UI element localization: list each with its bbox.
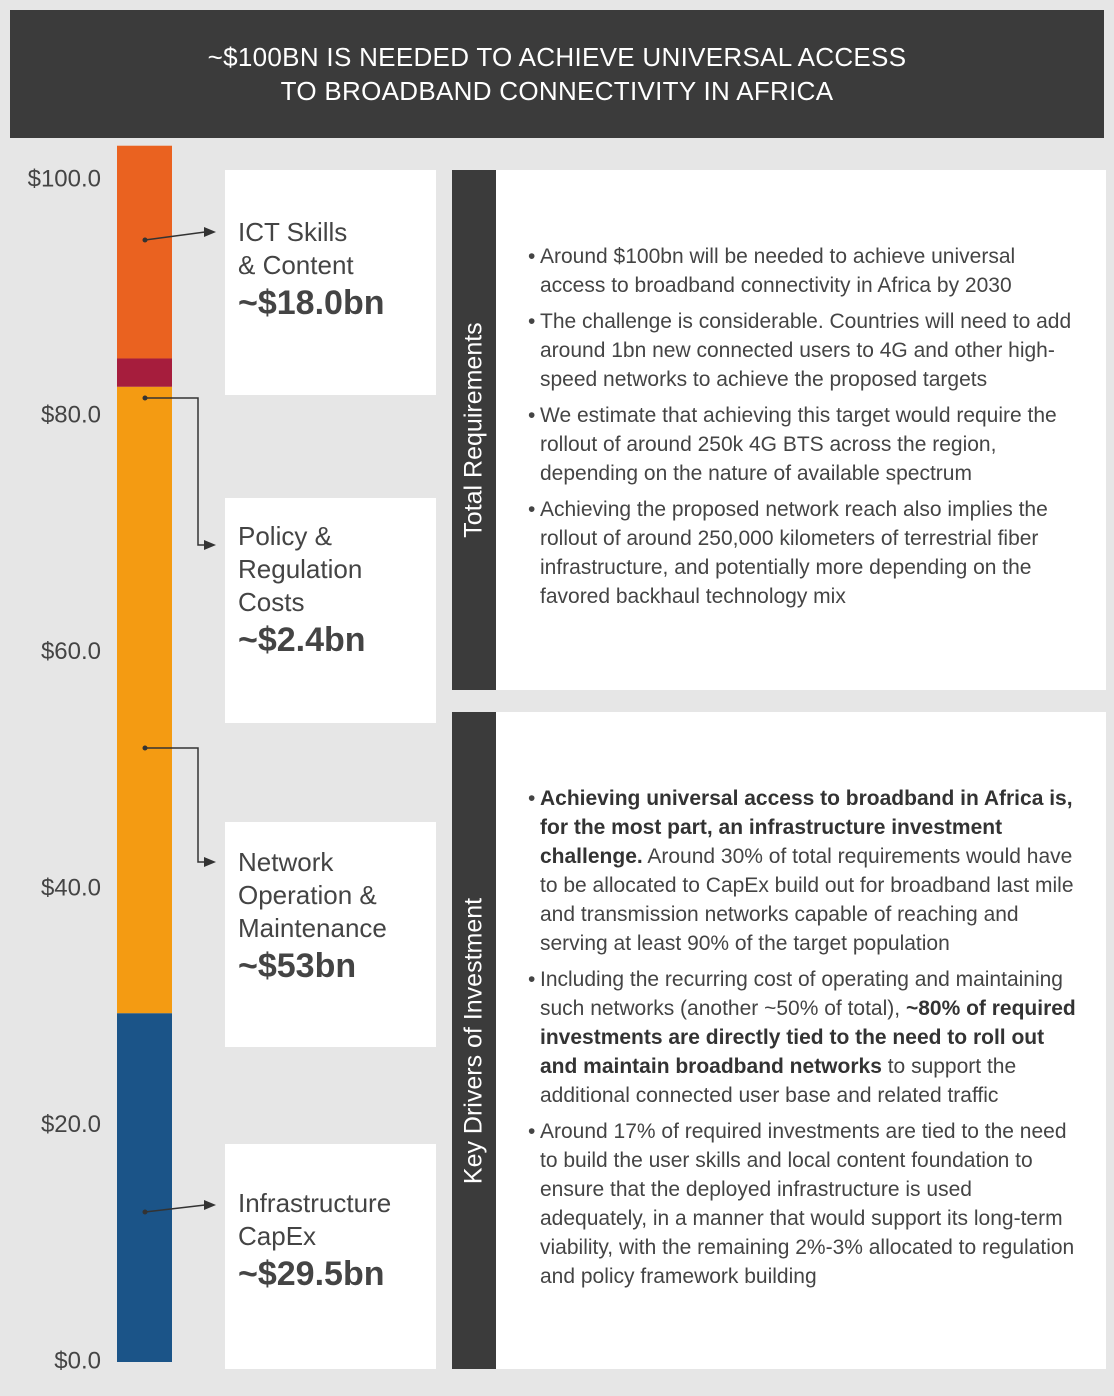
bullet: The challenge is considerable. Countries…	[528, 307, 1082, 394]
bullet-text: We estimate that achieving this target w…	[540, 404, 1057, 485]
legend-label: Infrastructure CapEx	[238, 1188, 392, 1251]
dot	[142, 1209, 148, 1215]
arrowhead	[204, 857, 216, 867]
bullet: Including the recurring cost of operatin…	[528, 965, 1082, 1110]
label-box: Infrastructure CapEx ~$29.5bn	[225, 1144, 436, 1369]
value-label: ~$18.0bn	[238, 284, 385, 322]
bullet: Achieving universal access to broadband …	[528, 784, 1082, 958]
label-box: Policy & Regulation Costs ~$2.4bn	[225, 498, 436, 723]
arrowheads	[142, 227, 216, 1215]
bullet: Around 17% of required investments are t…	[528, 1117, 1082, 1291]
bar-segment	[117, 386, 172, 1014]
bullet: We estimate that achieving this target w…	[528, 401, 1082, 488]
text-panel: Total Requirements Around $100bn will be …	[452, 170, 1106, 690]
value-label: ~$2.4bn	[238, 621, 366, 659]
panel-strip: Key Drivers of Investment	[452, 712, 496, 1369]
legend-label: Network Operation & Maintenance	[238, 847, 387, 943]
bullet-text: Around 17% of required investments are t…	[540, 1119, 1075, 1288]
bar-segment	[117, 145, 172, 359]
panel-strip: Total Requirements	[452, 170, 496, 690]
connectors	[144, 231, 206, 1213]
arrowhead	[204, 227, 216, 237]
bullet-text: Around $100bn will be needed to achieve …	[540, 245, 1016, 297]
connector	[144, 231, 206, 241]
bullet-text: Achieving universal access to broadband …	[540, 786, 1073, 868]
y-tick-label: $80.0	[41, 402, 101, 429]
y-tick-label: $0.0	[54, 1347, 101, 1374]
label-box: Network Operation & Maintenance ~$53bn	[225, 822, 436, 1047]
bullet-list: Around $100bn will be needed to achieve …	[528, 242, 1082, 618]
y-tick-label: $20.0	[41, 1111, 101, 1138]
text-panel: Key Drivers of Investment Achieving unive…	[452, 712, 1106, 1369]
connector	[144, 1204, 206, 1213]
arrowhead	[204, 1200, 216, 1210]
value-label: ~$53bn	[238, 947, 357, 985]
bullet: Around $100bn will be needed to achieve …	[528, 242, 1082, 300]
dot	[142, 745, 148, 751]
connector	[145, 397, 205, 546]
dot	[142, 395, 148, 401]
bullet-list: Achieving universal access to broadband …	[528, 784, 1082, 1298]
legend-label: Policy & Regulation Costs	[238, 521, 363, 617]
bullet-text: to support the additional connected user…	[540, 1054, 1017, 1107]
value-label: ~$29.5bn	[238, 1255, 385, 1293]
panel-body: Achieving universal access to broadband …	[496, 712, 1106, 1369]
dot	[142, 237, 148, 243]
bar-segment	[117, 1013, 172, 1362]
bullet-text: Including the recurring cost of operatin…	[540, 967, 1063, 1020]
y-tick-label: $60.0	[41, 638, 101, 665]
bullet: Achieving the proposed network reach als…	[528, 495, 1082, 611]
y-tick-label: $40.0	[41, 875, 101, 902]
bar-segment	[117, 358, 172, 387]
bullet-text: Achieving the proposed network reach als…	[540, 498, 1048, 608]
connector	[145, 747, 205, 863]
bullet-text: Around 30% of total requirements would h…	[540, 844, 1074, 955]
panel-title: Total Requirements	[459, 322, 488, 538]
panel-body: Around $100bn will be needed to achieve …	[496, 170, 1106, 690]
legend-label: ICT Skills & Content	[238, 217, 354, 280]
bullet-text: ~80% of required investments are directl…	[540, 996, 1076, 1078]
arrowhead	[204, 540, 216, 550]
header-title: ~$100BN IS NEEDED TO ACHIEVE UNIVERSAL A…	[10, 10, 1104, 138]
panel-title: Key Drivers of Investment	[459, 897, 488, 1184]
y-tick-label: $100.0	[28, 165, 101, 192]
label-box: ICT Skills & Content ~$18.0bn	[225, 170, 436, 395]
bullet-text: The challenge is considerable. Countries…	[540, 310, 1072, 391]
